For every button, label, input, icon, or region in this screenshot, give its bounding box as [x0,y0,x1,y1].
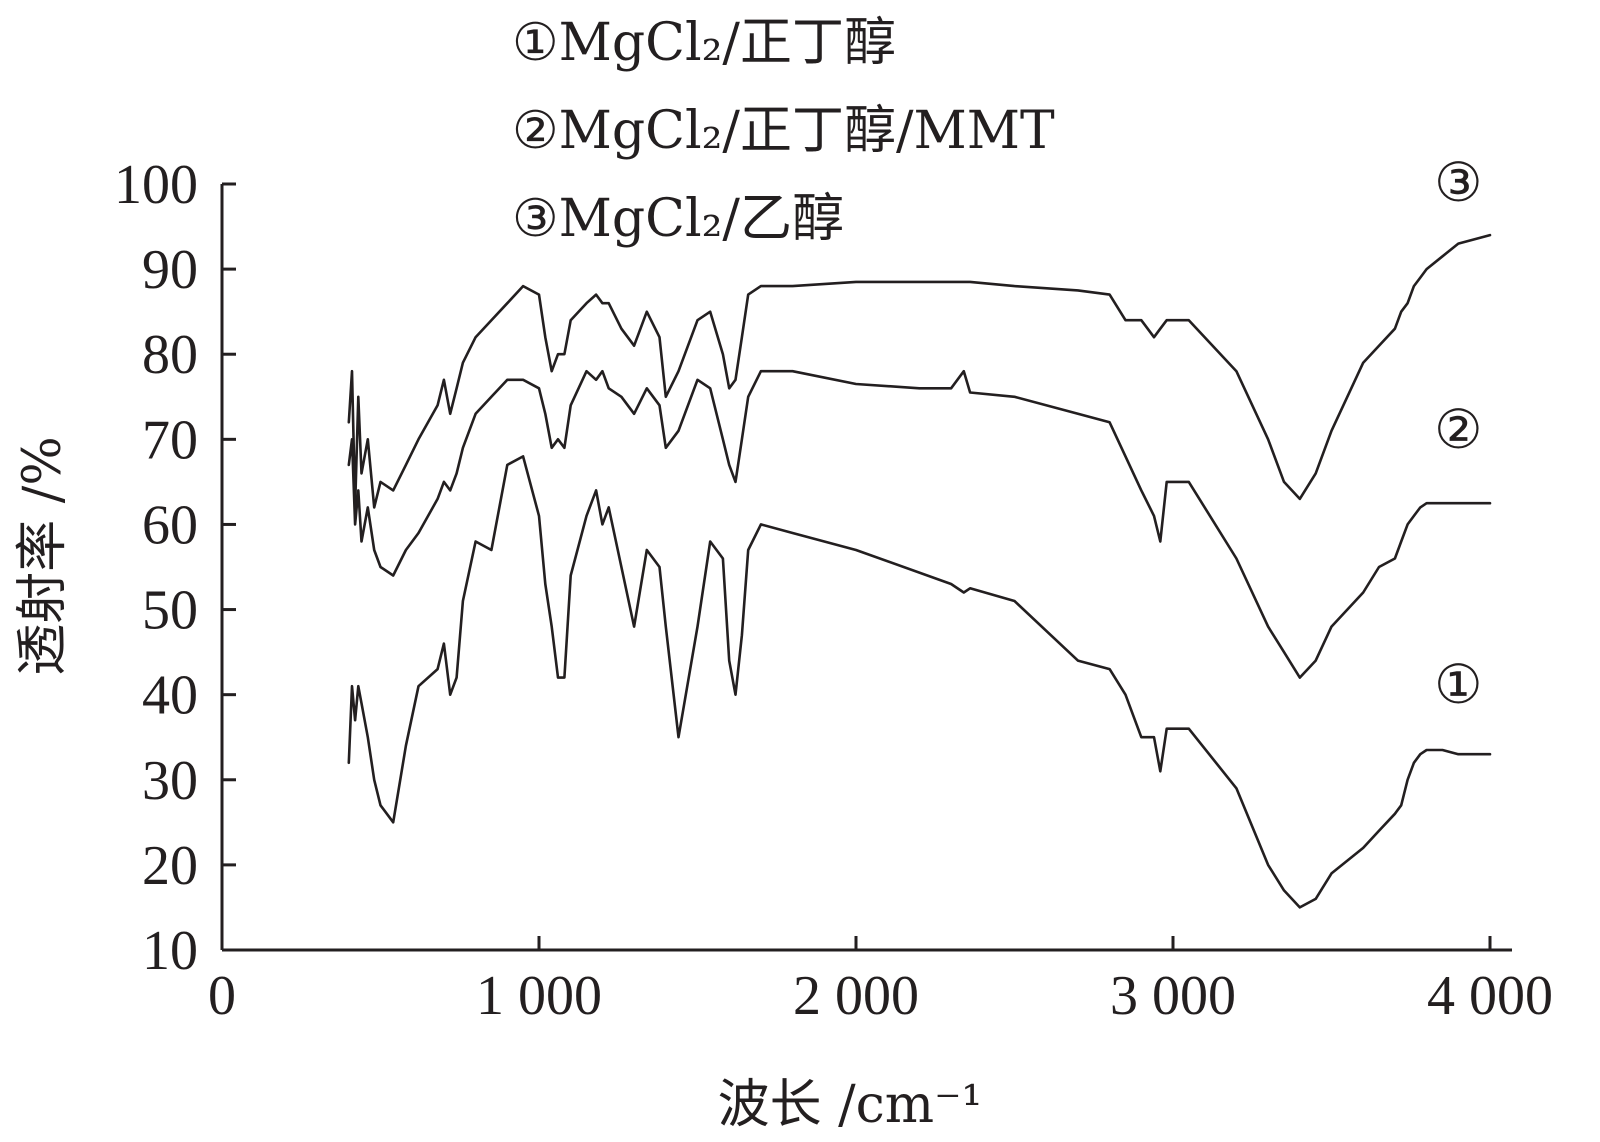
legend-marker-2: ② [512,101,559,161]
y-axis-ticks: 10 20 30 40 50 60 70 80 90 100 [114,154,236,982]
series-tag-3: ③ [1434,151,1482,214]
x-axis-ticks: 0 1 000 2 000 3 000 4 000 [208,936,1553,1027]
series-tag-2: ② [1434,398,1482,461]
series-tags: ① ② ③ [1434,151,1482,716]
y-tick-label: 30 [142,750,198,812]
x-tick-label: 0 [208,965,236,1027]
y-tick-label: 70 [142,409,198,471]
x-tick-label: 2 000 [793,965,919,1027]
legend-entry-2: ②MgCl₂/正丁醇/MMT [512,101,1055,161]
legend-marker-1: ① [512,13,559,73]
y-tick-label: 60 [142,494,198,556]
x-tick-label: 4 000 [1427,965,1553,1027]
y-tick-label: 100 [114,154,198,216]
x-tick-label: 3 000 [1110,965,1236,1027]
y-tick-label: 90 [142,239,198,301]
series-lines [347,233,1492,909]
series-line-3 [347,233,1492,509]
legend-label-1: MgCl₂/正丁醇 [559,13,896,73]
y-tick-label: 20 [142,835,198,897]
series-tag-1: ① [1434,653,1482,716]
legend-label-2: MgCl₂/正丁醇/MMT [559,101,1055,161]
legend-entry-1: ①MgCl₂/正丁醇 [512,13,896,73]
y-tick-label: 10 [142,920,198,982]
y-axis-title: 透射率 /% [13,436,73,675]
y-tick-label: 40 [142,665,198,727]
y-tick-label: 50 [142,580,198,642]
x-tick-label: 1 000 [476,965,602,1027]
series-line-1 [347,455,1492,909]
x-axis-title: 波长 /cm⁻¹ [718,1075,983,1135]
y-tick-label: 80 [142,324,198,386]
legend: ①MgCl₂/正丁醇 ②MgCl₂/正丁醇/MMT ③MgCl₂/乙醇 [512,13,1055,249]
legend-marker-3: ③ [512,189,559,249]
legend-entry-3: ③MgCl₂/乙醇 [512,189,844,249]
legend-label-3: MgCl₂/乙醇 [559,189,844,249]
series-line-2 [347,369,1492,679]
